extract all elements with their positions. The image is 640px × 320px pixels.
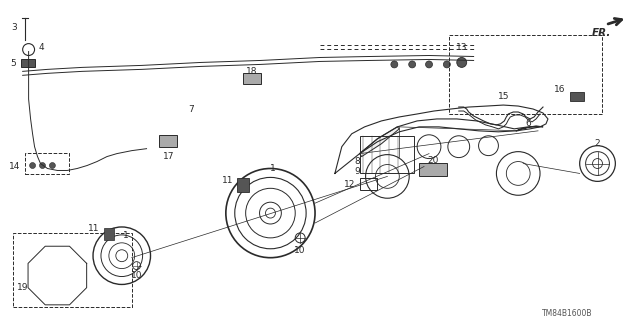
Text: 3: 3 [11,23,17,32]
Text: 1: 1 [123,231,129,240]
Circle shape [409,61,415,68]
Bar [20,60,35,68]
Text: 8: 8 [354,157,360,166]
Text: 1: 1 [269,164,275,173]
Text: 19: 19 [17,283,28,292]
Bar [25,153,69,174]
Text: 16: 16 [554,85,566,94]
Bar [159,135,177,147]
Text: 12: 12 [344,180,356,189]
Bar [104,228,114,240]
Circle shape [457,58,467,68]
Circle shape [444,61,451,68]
Text: 7: 7 [188,105,194,114]
Bar [13,233,132,307]
Bar [360,179,378,190]
Text: 14: 14 [10,162,20,171]
Circle shape [40,163,45,169]
Text: 6: 6 [525,119,531,128]
Circle shape [391,61,398,68]
Text: 17: 17 [163,152,174,161]
Bar [449,35,602,114]
Bar [570,92,584,101]
Text: FR.: FR. [591,28,611,38]
Text: 15: 15 [498,92,509,100]
Text: 9: 9 [354,167,360,176]
Bar [237,179,248,192]
Circle shape [29,163,36,169]
Text: 10: 10 [294,246,306,255]
Text: 20: 20 [428,156,438,165]
Bar [243,73,260,84]
Text: 10: 10 [131,271,142,280]
Bar [360,136,414,173]
Text: 11: 11 [88,224,99,234]
Text: TM84B1600B: TM84B1600B [542,309,593,318]
Text: 18: 18 [246,67,257,76]
Bar [419,163,447,176]
Circle shape [49,163,56,169]
Text: 11: 11 [222,176,234,185]
Circle shape [426,61,433,68]
Text: 4: 4 [38,43,44,52]
Text: 13: 13 [456,43,467,52]
Polygon shape [516,126,543,131]
Text: 5: 5 [10,59,16,68]
Text: 2: 2 [595,139,600,148]
Polygon shape [360,127,399,156]
